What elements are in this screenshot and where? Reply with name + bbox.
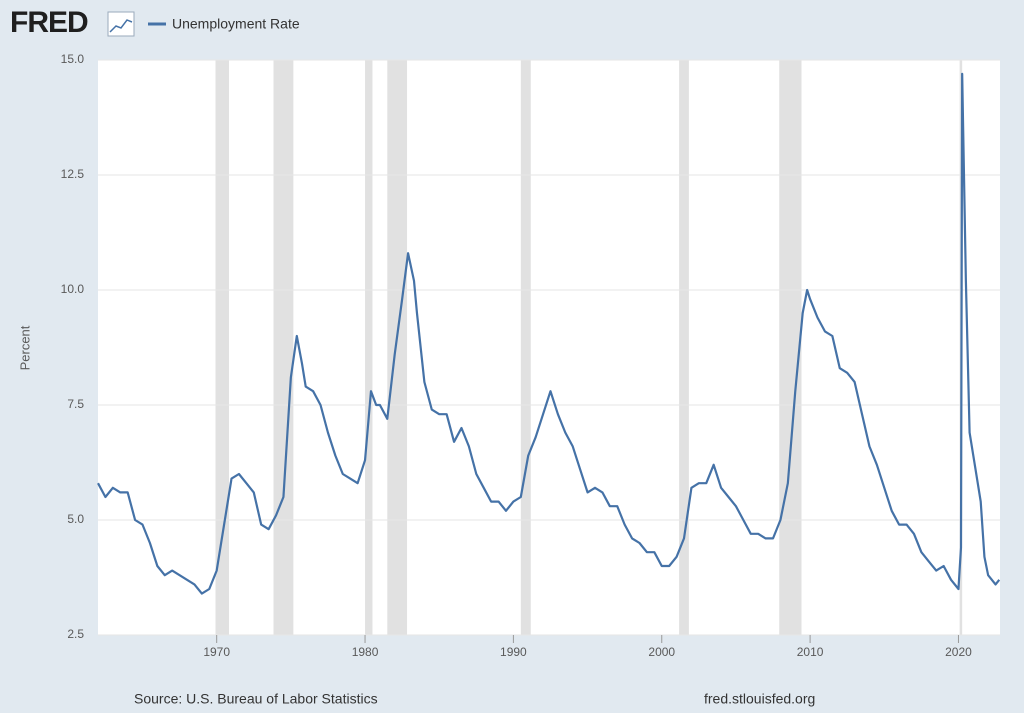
y-tick-label: 5.0 bbox=[67, 512, 84, 526]
y-tick-label: 7.5 bbox=[67, 397, 84, 411]
recession-band bbox=[365, 60, 373, 635]
legend-label: Unemployment Rate bbox=[172, 16, 300, 32]
x-tick-label: 1980 bbox=[352, 645, 379, 659]
logo-icon bbox=[107, 11, 135, 37]
y-tick-label: 15.0 bbox=[61, 52, 85, 66]
recession-band bbox=[215, 60, 229, 635]
y-axis-label: Percent bbox=[17, 325, 32, 370]
logo[interactable]: FRED bbox=[10, 6, 89, 39]
x-tick-label: 2010 bbox=[797, 645, 824, 659]
y-tick-label: 2.5 bbox=[67, 627, 84, 641]
y-tick-label: 12.5 bbox=[61, 167, 85, 181]
series-line bbox=[97, 72, 1001, 595]
x-tick-label: 1990 bbox=[500, 645, 527, 659]
plot-area bbox=[98, 60, 1000, 635]
x-tick-label: 2000 bbox=[648, 645, 675, 659]
source: Source: U.S. Bureau of Labor Statistics bbox=[134, 691, 378, 707]
x-tick-label: 1970 bbox=[203, 645, 230, 659]
x-tick-label: 2020 bbox=[945, 645, 972, 659]
y-tick-label: 10.0 bbox=[61, 282, 85, 296]
site[interactable]: fred.stlouisfed.org bbox=[704, 691, 815, 707]
recession-band bbox=[520, 60, 531, 635]
recession-band bbox=[387, 60, 408, 635]
recession-band bbox=[779, 60, 802, 635]
recession-band bbox=[679, 60, 689, 635]
recession-band bbox=[273, 60, 294, 635]
